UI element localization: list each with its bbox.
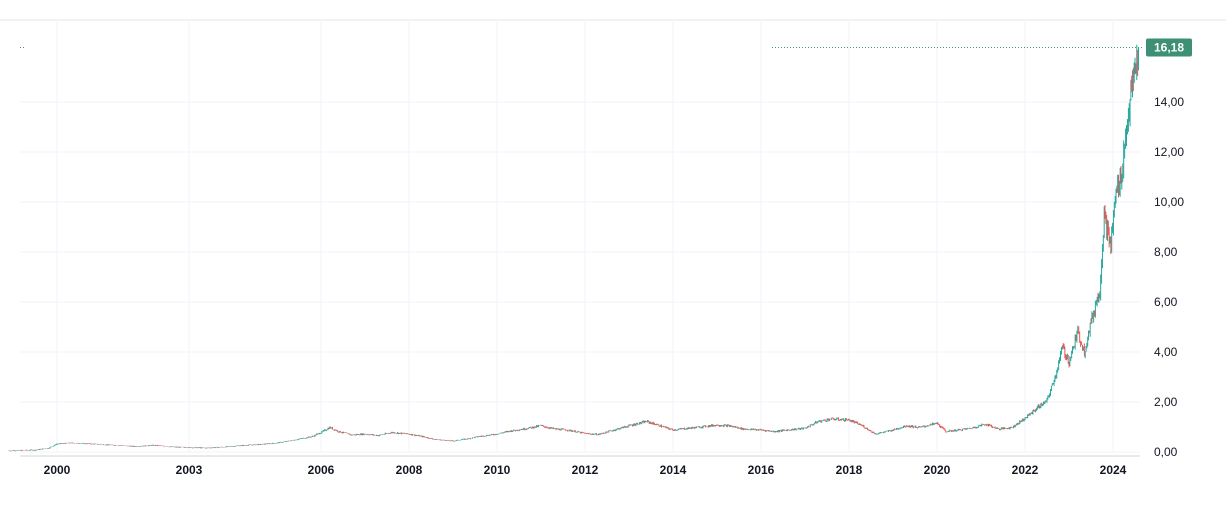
y-tick-label: 4,00: [1154, 345, 1178, 359]
x-tick-label: 2018: [836, 463, 863, 477]
y-tick-label: 0,00: [1154, 445, 1178, 459]
x-tick-label: 2012: [572, 463, 599, 477]
x-tick-label: 2003: [176, 463, 203, 477]
x-axis-ticks: 2000 2003 2006 2008 2010 2012 2014 2016 2018 2020…: [44, 463, 1127, 477]
last-price-badge-bg: [1146, 38, 1192, 57]
x-tick-label: 2024: [1100, 463, 1127, 477]
x-tick-label: 2006: [308, 463, 335, 477]
x-tick-label: 2000: [44, 463, 71, 477]
last-price-label: 16,18: [1154, 41, 1184, 55]
y-tick-label: 14,00: [1154, 95, 1184, 109]
x-tick-label: 2020: [924, 463, 951, 477]
y-tick-label: 12,00: [1154, 145, 1184, 159]
y-tick-label: 8,00: [1154, 245, 1178, 259]
last-price-badge: 16,18: [1146, 38, 1192, 57]
y-tick-label: 10,00: [1154, 195, 1184, 209]
y-tick-label: 6,00: [1154, 295, 1178, 309]
x-tick-label: 2008: [396, 463, 423, 477]
x-tick-label: 2016: [748, 463, 775, 477]
grid: [20, 22, 1140, 453]
y-tick-label: 2,00: [1154, 395, 1178, 409]
x-tick-label: 2022: [1012, 463, 1039, 477]
x-tick-label: 2014: [660, 463, 687, 477]
price-series: [8, 44, 1140, 452]
x-tick-label: 2010: [484, 463, 511, 477]
y-axis-ticks: 0,00 2,00 4,00 6,00 8,00 10,00 12,00 14,00: [1154, 95, 1184, 459]
